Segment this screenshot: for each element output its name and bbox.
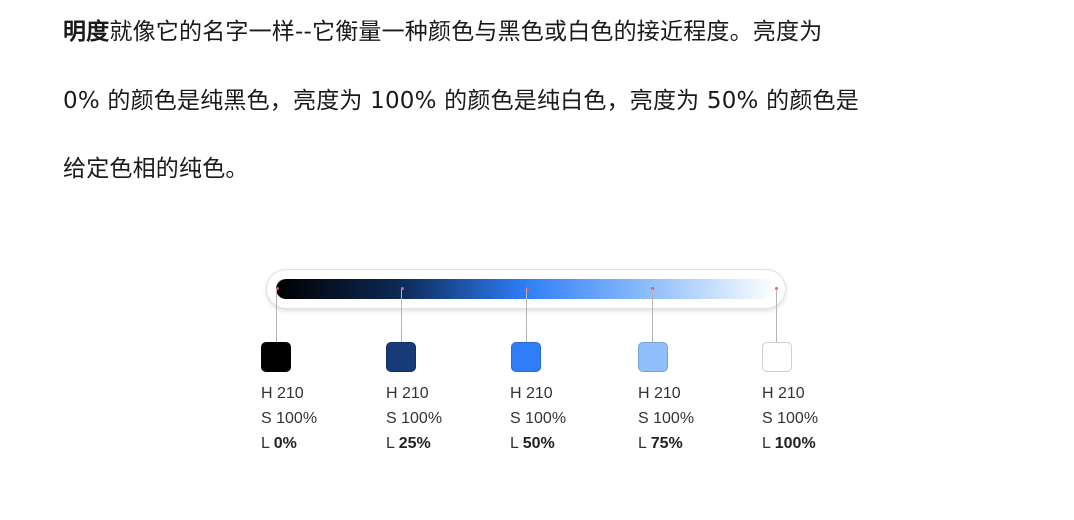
swatch-label-l25: H 210 S 100% L 25% bbox=[386, 381, 442, 456]
paragraph-line-3: 给定色相的纯色。 bbox=[63, 156, 249, 182]
lightness-value: 100% bbox=[774, 435, 816, 452]
bold-term: 明度 bbox=[63, 19, 110, 45]
tick-marker bbox=[276, 287, 279, 290]
paragraph-text: 就像它的名字一样--它衡量一种颜色与黑色或白色的接近程度。亮度为 bbox=[109, 19, 823, 45]
lightness-value: 50% bbox=[522, 435, 555, 452]
lightness-row: L 0% bbox=[261, 431, 317, 456]
swatch-label-l100: H 210 S 100% L 100% bbox=[762, 381, 818, 456]
hue-value: H 210 bbox=[638, 385, 681, 402]
connector-line bbox=[401, 289, 402, 342]
lightness-value: 75% bbox=[650, 435, 683, 452]
lightness-prefix: L bbox=[510, 435, 523, 452]
connector-line bbox=[276, 289, 277, 342]
hue-value: H 210 bbox=[762, 385, 805, 402]
lightness-prefix: L bbox=[261, 435, 274, 452]
color-swatch-l25 bbox=[386, 342, 416, 372]
swatch-label-l0: H 210 S 100% L 0% bbox=[261, 381, 317, 456]
hue-value: H 210 bbox=[261, 385, 304, 402]
hue-value: H 210 bbox=[510, 385, 553, 402]
lightness-row: L 100% bbox=[762, 431, 818, 456]
tick-marker bbox=[401, 287, 404, 290]
saturation-value: S 100% bbox=[510, 410, 567, 427]
lightness-value: 25% bbox=[398, 435, 431, 452]
saturation-value: S 100% bbox=[261, 410, 318, 427]
paragraph-line-1: 明度就像它的名字一样--它衡量一种颜色与黑色或白色的接近程度。亮度为 bbox=[63, 17, 822, 47]
lightness-row: L 50% bbox=[510, 431, 566, 456]
color-swatch-l0 bbox=[261, 342, 291, 372]
tick-marker bbox=[526, 287, 529, 290]
saturation-value: S 100% bbox=[386, 410, 443, 427]
lightness-prefix: L bbox=[762, 435, 775, 452]
lightness-prefix: L bbox=[638, 435, 651, 452]
connector-line bbox=[776, 289, 777, 342]
lightness-row: L 25% bbox=[386, 431, 442, 456]
color-swatch-l75 bbox=[638, 342, 668, 372]
tick-marker bbox=[651, 287, 654, 290]
lightness-prefix: L bbox=[386, 435, 399, 452]
paragraph-line-2: 0% 的颜色是纯黑色，亮度为 100% 的颜色是纯白色，亮度为 50% 的颜色是 bbox=[63, 88, 859, 114]
lightness-row: L 75% bbox=[638, 431, 694, 456]
swatch-label-l50: H 210 S 100% L 50% bbox=[510, 381, 566, 456]
color-swatch-l50 bbox=[511, 342, 541, 372]
swatch-label-l75: H 210 S 100% L 75% bbox=[638, 381, 694, 456]
tick-marker bbox=[775, 287, 778, 290]
hue-value: H 210 bbox=[386, 385, 429, 402]
connector-line bbox=[526, 289, 527, 342]
connector-line bbox=[652, 289, 653, 342]
color-swatch-l100 bbox=[762, 342, 792, 372]
saturation-value: S 100% bbox=[638, 410, 695, 427]
saturation-value: S 100% bbox=[762, 410, 819, 427]
lightness-value: 0% bbox=[273, 435, 297, 452]
